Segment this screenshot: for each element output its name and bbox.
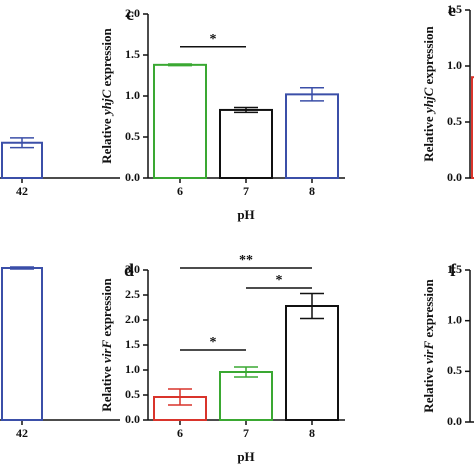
y-axis-label-part: expression: [99, 278, 114, 340]
y-axis-label: Relative yhjC expression: [421, 25, 436, 161]
bar: [153, 63, 207, 179]
y-tick-label: 1.0: [125, 88, 140, 102]
y-axis-label-part: yhjC: [99, 89, 114, 117]
y-tick-label: 2.0: [125, 6, 140, 20]
y-axis-label: Relative yhjC expression: [99, 27, 114, 163]
error-bar: [300, 87, 324, 102]
error-bar: [300, 292, 324, 320]
significance-label: *: [210, 32, 217, 47]
error-bar: [10, 137, 34, 149]
y-axis-label-part: yhjC: [421, 87, 436, 115]
x-tick-label: 42: [16, 184, 28, 198]
significance-label: *: [276, 273, 283, 288]
bar: [219, 108, 273, 179]
bar: [219, 371, 273, 421]
significance-label: *: [210, 335, 217, 350]
panel-letter: e: [448, 0, 456, 20]
y-tick-label: 1.5: [447, 262, 462, 276]
y-axis-label-part: Relative: [99, 363, 114, 412]
y-tick-label: 1.0: [447, 312, 462, 326]
y-tick-label: 2.5: [125, 287, 140, 301]
bar: [471, 76, 474, 179]
panel-letter: c: [126, 4, 134, 24]
y-tick-label: 0.0: [447, 414, 462, 428]
y-axis-label-part: Relative: [421, 364, 436, 413]
y-tick-label: 1.0: [125, 362, 140, 376]
x-tick-label: 42: [16, 426, 28, 440]
bar: [1, 267, 43, 421]
y-tick-label: 2.0: [125, 312, 140, 326]
y-axis-label-part: expression: [99, 27, 114, 89]
y-axis-label-part: Relative: [421, 113, 436, 162]
bar: [285, 93, 339, 179]
y-tick-label: 1.5: [125, 47, 140, 61]
y-tick-label: 1.5: [447, 2, 462, 16]
y-tick-label: 3.0: [125, 262, 140, 276]
y-tick-label: 0.5: [125, 129, 140, 143]
x-tick-label: 7: [243, 426, 249, 440]
error-bar: [10, 266, 34, 270]
x-axis-label: pH: [237, 449, 254, 464]
y-tick-label: 0.5: [447, 363, 462, 377]
x-tick-label: 8: [309, 426, 315, 440]
x-axis-label: pH: [237, 207, 254, 222]
y-axis-label-part: expression: [421, 25, 436, 87]
y-tick-label: 0.5: [447, 114, 462, 128]
y-tick-label: 0.0: [125, 412, 140, 426]
error-bar: [234, 106, 258, 114]
y-axis-label-part: virF: [421, 341, 436, 364]
y-tick-label: 0.0: [125, 170, 140, 184]
panel-letter: f: [450, 260, 457, 280]
y-axis-label: Relative virF expression: [99, 278, 114, 412]
y-axis-label: Relative virF expression: [421, 279, 436, 413]
y-tick-label: 0.5: [125, 387, 140, 401]
y-axis-label-part: expression: [421, 279, 436, 341]
error-bar: [168, 63, 192, 67]
x-tick-label: 6: [177, 426, 183, 440]
error-bar: [168, 388, 192, 406]
y-axis-label-part: Relative: [99, 115, 114, 164]
y-tick-label: 1.5: [125, 337, 140, 351]
y-tick-label: 0.0: [447, 170, 462, 184]
y-axis-label-part: virF: [99, 340, 114, 363]
y-tick-label: 1.0: [447, 58, 462, 72]
error-bar: [234, 366, 258, 378]
x-tick-label: 7: [243, 184, 249, 198]
x-tick-label: 6: [177, 184, 183, 198]
significance-label: **: [239, 253, 253, 268]
panel-letter: d: [124, 260, 134, 280]
x-tick-label: 8: [309, 184, 315, 198]
bar: [285, 305, 339, 421]
